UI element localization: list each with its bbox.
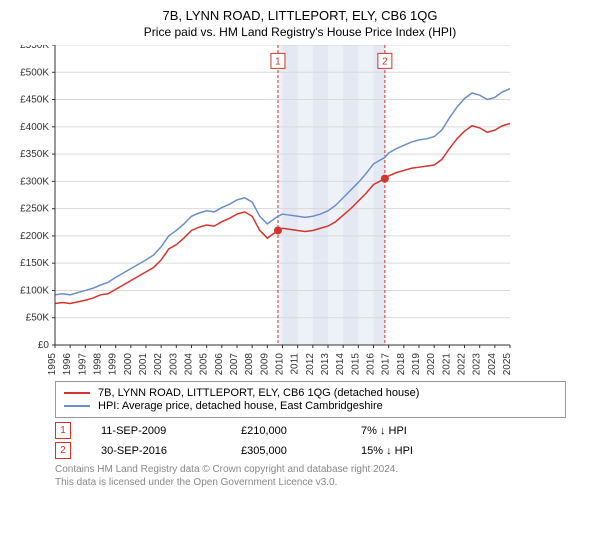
svg-text:1: 1 [275,56,281,67]
svg-text:2003: 2003 [168,353,179,375]
svg-text:2015: 2015 [350,353,361,375]
svg-text:2020: 2020 [426,353,437,375]
legend-swatch [64,405,90,407]
svg-text:£350K: £350K [20,149,49,160]
sale-price: £210,000 [241,425,331,437]
svg-text:£100K: £100K [20,285,49,296]
svg-text:2022: 2022 [457,353,468,375]
svg-text:2025: 2025 [502,353,513,375]
disclaimer-line: Contains HM Land Registry data © Crown c… [55,463,566,476]
svg-text:2021: 2021 [441,353,452,375]
svg-text:2010: 2010 [275,353,286,375]
svg-text:£300K: £300K [20,176,49,187]
sales-table: 1 11-SEP-2009 £210,000 7% ↓ HPI 2 30-SEP-2016… [55,422,566,459]
svg-text:£250K: £250K [20,204,49,215]
sale-price: £305,000 [241,445,331,457]
svg-text:2005: 2005 [199,353,210,375]
svg-text:2006: 2006 [214,353,225,375]
sale-date: 11-SEP-2009 [101,425,211,437]
price-chart: £0 £50K £100K £150K £200K £250K £300K £350K £400… [0,45,544,375]
svg-text:£550K: £550K [20,45,49,51]
svg-text:2000: 2000 [123,353,134,375]
svg-text:2017: 2017 [381,353,392,375]
svg-text:1998: 1998 [93,353,104,375]
svg-text:2012: 2012 [305,353,316,375]
svg-text:2019: 2019 [411,353,422,375]
svg-text:2008: 2008 [244,353,255,375]
svg-text:1995: 1995 [47,353,58,375]
svg-text:2009: 2009 [259,353,270,375]
legend-swatch [64,392,90,394]
svg-text:£50K: £50K [26,313,50,324]
sale-marker: 2 [55,442,71,459]
svg-text:2014: 2014 [335,353,346,375]
svg-text:2007: 2007 [229,353,240,375]
legend-item: HPI: Average price, detached house, East… [64,400,557,412]
svg-text:2002: 2002 [153,353,164,375]
sale-date: 30-SEP-2016 [101,445,211,457]
svg-text:£150K: £150K [20,258,49,269]
svg-text:2: 2 [382,56,388,67]
sale-marker: 1 [55,422,71,439]
svg-text:1996: 1996 [62,353,73,375]
svg-text:1997: 1997 [77,353,88,375]
chart-legend: 7B, LYNN ROAD, LITTLEPORT, ELY, CB6 1QG … [55,381,566,418]
svg-text:2013: 2013 [320,353,331,375]
disclaimer-line: This data is licensed under the Open Gov… [55,476,566,489]
sale-row: 2 30-SEP-2016 £305,000 15% ↓ HPI [55,442,566,459]
legend-label: HPI: Average price, detached house, East… [98,400,383,412]
svg-text:2024: 2024 [487,353,498,375]
svg-text:2001: 2001 [138,353,149,375]
disclaimer-text: Contains HM Land Registry data © Crown c… [55,463,566,489]
sale-row: 1 11-SEP-2009 £210,000 7% ↓ HPI [55,422,566,439]
chart-subtitle: Price paid vs. HM Land Registry's House … [0,25,600,39]
legend-label: 7B, LYNN ROAD, LITTLEPORT, ELY, CB6 1QG … [98,387,419,399]
sale-delta: 15% ↓ HPI [361,445,413,457]
svg-text:2018: 2018 [396,353,407,375]
svg-text:£450K: £450K [20,95,49,106]
svg-text:2004: 2004 [184,353,195,375]
svg-text:£200K: £200K [20,231,49,242]
svg-text:£500K: £500K [20,67,49,78]
svg-text:£400K: £400K [20,122,49,133]
sale-delta: 7% ↓ HPI [361,425,407,437]
svg-text:2016: 2016 [366,353,377,375]
svg-text:2011: 2011 [290,353,301,375]
chart-title-address: 7B, LYNN ROAD, LITTLEPORT, ELY, CB6 1QG [0,0,600,23]
legend-item: 7B, LYNN ROAD, LITTLEPORT, ELY, CB6 1QG … [64,387,557,399]
svg-text:2023: 2023 [472,353,483,375]
svg-text:1999: 1999 [108,353,119,375]
svg-text:£0: £0 [38,340,50,351]
